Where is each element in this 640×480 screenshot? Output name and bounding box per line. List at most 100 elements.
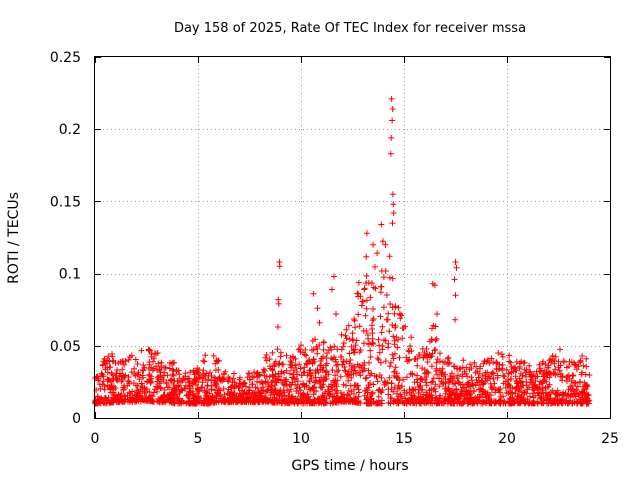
data-point [203,392,210,399]
data-point [528,400,535,407]
data-point [490,359,497,366]
data-point [563,397,570,404]
data-point [100,361,106,368]
data-point [432,346,439,353]
data-point [105,353,112,360]
data-point [482,371,489,378]
data-point [480,360,487,367]
data-point [368,280,375,287]
data-point [210,352,217,359]
data-point [543,370,550,377]
data-point [488,384,495,391]
data-point [450,373,457,380]
data-point [311,379,318,386]
data-point [423,382,430,389]
data-point [419,386,426,393]
data-point [276,263,283,270]
data-point [523,373,529,380]
y-tick-label: 0.1 [59,267,81,283]
data-point [309,347,315,354]
data-point [367,347,374,354]
data-point [246,384,253,391]
data-point [144,397,151,404]
data-point [275,390,282,397]
data-point [445,354,452,361]
data-point [516,375,523,382]
data-point [320,381,327,388]
data-point [453,264,460,271]
data-point [536,385,543,392]
data-point [459,364,466,371]
data-point [247,397,254,404]
data-point [135,371,142,378]
data-point [552,353,559,360]
data-point [349,399,356,405]
data-point [410,399,417,406]
data-point [390,355,397,362]
data-point [432,381,439,388]
data-point [121,361,128,368]
data-point [166,365,173,372]
data-point [109,351,115,357]
data-point [333,311,339,317]
x-tick-label: 20 [498,431,516,447]
data-point [445,393,452,400]
data-point [505,370,512,377]
data-point [104,364,111,371]
data-point [295,346,302,353]
data-point [363,297,370,304]
data-point [186,400,193,407]
data-point [289,362,295,369]
data-point [521,366,528,373]
data-point [454,400,461,407]
data-point [361,286,368,293]
data-point [313,388,320,395]
data-point [352,367,358,374]
data-point [392,350,398,357]
data-point [545,364,552,371]
data-point [370,284,377,291]
data-point [111,392,118,399]
data-point [424,398,431,405]
data-point [161,393,168,400]
data-point [556,367,563,374]
data-point [442,359,448,366]
data-point [378,329,385,336]
data-point [120,387,127,393]
data-point [141,364,148,371]
data-point [565,372,572,379]
data-point [424,359,431,365]
data-point [407,389,413,396]
data-point [97,385,104,392]
data-point [274,324,281,330]
data-point [271,382,278,389]
data-point [306,378,313,385]
data-point [254,385,261,392]
data-point [540,373,547,380]
data-point [574,390,581,397]
data-point [392,364,399,371]
data-point [266,356,273,363]
data-point [374,355,381,362]
data-point [446,388,453,395]
data-point [333,358,339,365]
data-point [112,385,119,392]
data-point [396,354,403,361]
data-point [494,387,501,394]
data-point [367,393,374,400]
data-point [281,369,288,376]
data-point [391,341,398,348]
data-point [466,399,473,406]
data-point [450,390,457,397]
data-point [355,399,362,406]
data-point [484,357,491,363]
data-point [229,379,236,386]
data-point [468,365,475,372]
data-point [385,391,392,398]
data-point [132,372,139,379]
data-point [461,385,467,391]
data-point [544,396,550,403]
data-point [290,354,297,361]
data-point [208,382,215,389]
data-point [297,393,304,400]
